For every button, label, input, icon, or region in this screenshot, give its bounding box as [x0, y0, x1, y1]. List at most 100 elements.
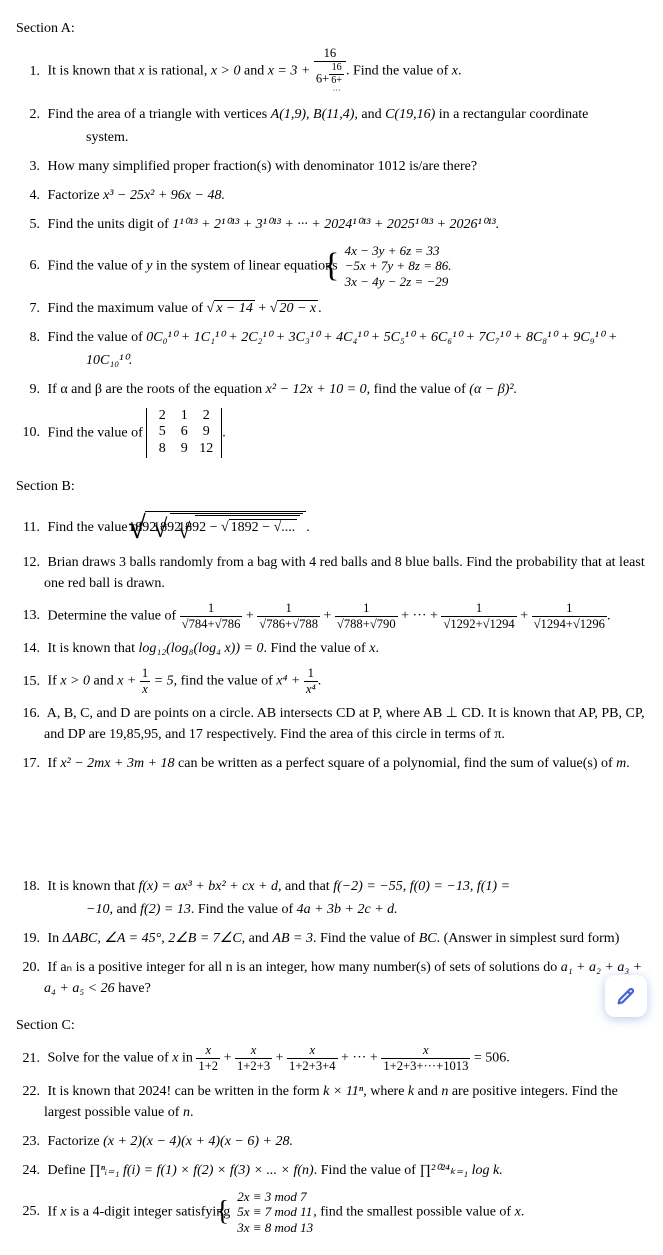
q19-t2: , and	[242, 931, 273, 946]
q14-t2: . Find the value of	[263, 641, 369, 656]
d33: 12	[195, 441, 217, 458]
q21p1: +	[220, 1051, 235, 1066]
q21-dc: 1+2+3+4	[287, 1059, 338, 1073]
d21: 5	[151, 424, 173, 441]
q21-dd: 1+2+3+···+1013	[381, 1059, 470, 1073]
q6: 6. Find the value of y in the system of …	[16, 243, 647, 290]
q19-num: 19.	[26, 928, 40, 949]
f4n: 1	[441, 602, 516, 617]
section-a-list: 1. It is known that x is rational, x > 0…	[16, 47, 647, 458]
f2n: 1	[257, 602, 320, 617]
q7-sb: 20 − x	[277, 300, 318, 316]
q9: 9. If α and β are the roots of the equat…	[16, 379, 647, 400]
q25: 25. If x is a 4-digit integer satisfying…	[16, 1189, 647, 1236]
p3: + ··· +	[398, 608, 442, 623]
q5: 5. Find the units digit of 1¹⁰¹³ + 2¹⁰¹³…	[16, 214, 647, 235]
q2-A: A(1,9), B(11,4),	[271, 107, 358, 122]
q4-poly: x³ − 25x² + 96x − 48.	[103, 188, 225, 203]
q6-s3: 3x − 4y − 2z = −29	[345, 274, 452, 290]
q2-line2: system.	[44, 127, 647, 148]
q6-t1: Find the value of	[48, 258, 147, 273]
q1-frac2d: 6+	[329, 75, 344, 86]
f3d: √788+√790	[335, 617, 398, 631]
f4d: √1292+√1294	[441, 617, 516, 631]
q9-t1: If α and β are the roots of the equation	[48, 382, 266, 397]
q1-t3: and	[241, 64, 268, 79]
q2-t3: in a rectangular coordinate	[435, 107, 588, 122]
q7-sa: x − 14	[214, 300, 255, 316]
q4: 4. Factorize x³ − 25x² + 96x − 48.	[16, 185, 647, 206]
q11-d: 1892 −	[231, 520, 274, 535]
q25-sys: 2x ≡ 3 mod 7 5x ≡ 7 mod 11 3x ≡ 8 mod 13	[237, 1189, 313, 1236]
q15: 15. If x > 0 and x + 1x = 5, find the va…	[16, 667, 647, 695]
q9-ab2: (α − β)².	[469, 382, 517, 397]
q1-xeq3: x = 3 +	[268, 64, 311, 79]
q9-num: 9.	[26, 379, 40, 400]
edit-button[interactable]	[605, 975, 647, 1017]
d22: 6	[173, 424, 195, 441]
q21: 21. Solve for the value of x in x1+2 + x…	[16, 1044, 647, 1072]
p4: +	[517, 608, 532, 623]
q15-t2: and	[90, 674, 117, 689]
q3-num: 3.	[26, 156, 40, 177]
q15-x4: x⁴ +	[276, 674, 304, 689]
q4-num: 4.	[26, 185, 40, 206]
q8: 8. Find the value of 0C₀¹⁰ + 1C₁¹⁰ + 2C₂…	[16, 327, 647, 371]
q11-num: 11.	[26, 517, 40, 538]
q10-t1: Find the value of	[48, 425, 147, 440]
q24-t2: . Find the value of	[314, 1163, 420, 1178]
q25-t1: If	[48, 1204, 61, 1219]
q12-t1: Brian draws 3 balls randomly from a bag …	[44, 555, 645, 591]
f1n: 1	[180, 602, 243, 617]
q10: 10. Find the value of 212 569 8912 .	[16, 408, 647, 458]
q18: 18. It is known that f(x) = ax³ + bx² + …	[16, 876, 647, 920]
q17: 17. If x² − 2mx + 3m + 18 can be written…	[16, 753, 647, 774]
q1-frac1n: 16	[314, 47, 346, 62]
q21-t1: Solve for the value of	[48, 1051, 173, 1066]
q2-t1: Find the area of a triangle with vertice…	[48, 107, 271, 122]
d31: 8	[151, 441, 173, 458]
q17-m: m	[616, 756, 626, 771]
q4-t1: Factorize	[48, 188, 104, 203]
q1-xgt0: x > 0	[211, 64, 241, 79]
q3-t1: How many simplified proper fraction(s) w…	[48, 159, 478, 174]
q21-t2: in	[179, 1051, 197, 1066]
q1-frac1d: 6+ 16 6+···	[314, 62, 346, 96]
q1-t1: It is known that	[48, 64, 139, 79]
q17-num: 17.	[26, 753, 40, 774]
q6-s1: 4x − 3y + 6z = 33	[345, 243, 452, 259]
spacer	[16, 782, 647, 872]
q23: 23. Factorize (x + 2)(x − 4)(x + 4)(x − …	[16, 1131, 647, 1152]
q10-det: 212 569 8912	[146, 408, 222, 458]
d11: 2	[151, 408, 173, 425]
q15-x0: x > 0	[60, 674, 90, 689]
q19-bc: BC	[419, 931, 437, 946]
d12: 1	[173, 408, 195, 425]
section-b-list-2: 18. It is known that f(x) = ax³ + bx² + …	[16, 876, 647, 999]
q23-num: 23.	[26, 1131, 40, 1152]
q21-eq: = 506.	[470, 1051, 509, 1066]
q1-t2: is rational,	[145, 64, 211, 79]
q22-k11n: k × 11ⁿ	[323, 1084, 363, 1099]
q1-t5: .	[458, 64, 462, 79]
q6-t2: in the system of linear equations	[152, 258, 341, 273]
q15-eq5: = 5	[150, 674, 173, 689]
q14: 14. It is known that log₁₂(log₈(log₄ x))…	[16, 638, 647, 659]
q15-x4d: x⁴	[304, 682, 318, 696]
f5n: 1	[532, 602, 607, 617]
q11-r1: 1892 − √ 1892 − √ 1892 − √1892 − √....	[145, 511, 306, 538]
q25-t2: is a 4-digit integer satisfying	[67, 1204, 234, 1219]
q19-t3: . Find the value of	[313, 931, 419, 946]
q18-expr: 4a + 3b + 2c + d.	[297, 902, 398, 917]
q17-t1: If	[48, 756, 61, 771]
q7-num: 7.	[26, 298, 40, 319]
q22-t3: and	[414, 1084, 441, 1099]
q25-m1: 2x ≡ 3 mod 7	[237, 1189, 313, 1205]
q2: 2. Find the area of a triangle with vert…	[16, 104, 647, 148]
q18-line2: −10, and f(2) = 13. Find the value of 4a…	[44, 899, 647, 920]
q8-line2: 10C₁₀¹⁰.	[44, 350, 647, 371]
q2-num: 2.	[26, 104, 40, 125]
q19-ab3: AB = 3	[272, 931, 313, 946]
q25-t3: , find the smallest possible value of	[313, 1204, 514, 1219]
q16-t1: A, B, C, and D are points on a circle. A…	[44, 706, 645, 742]
